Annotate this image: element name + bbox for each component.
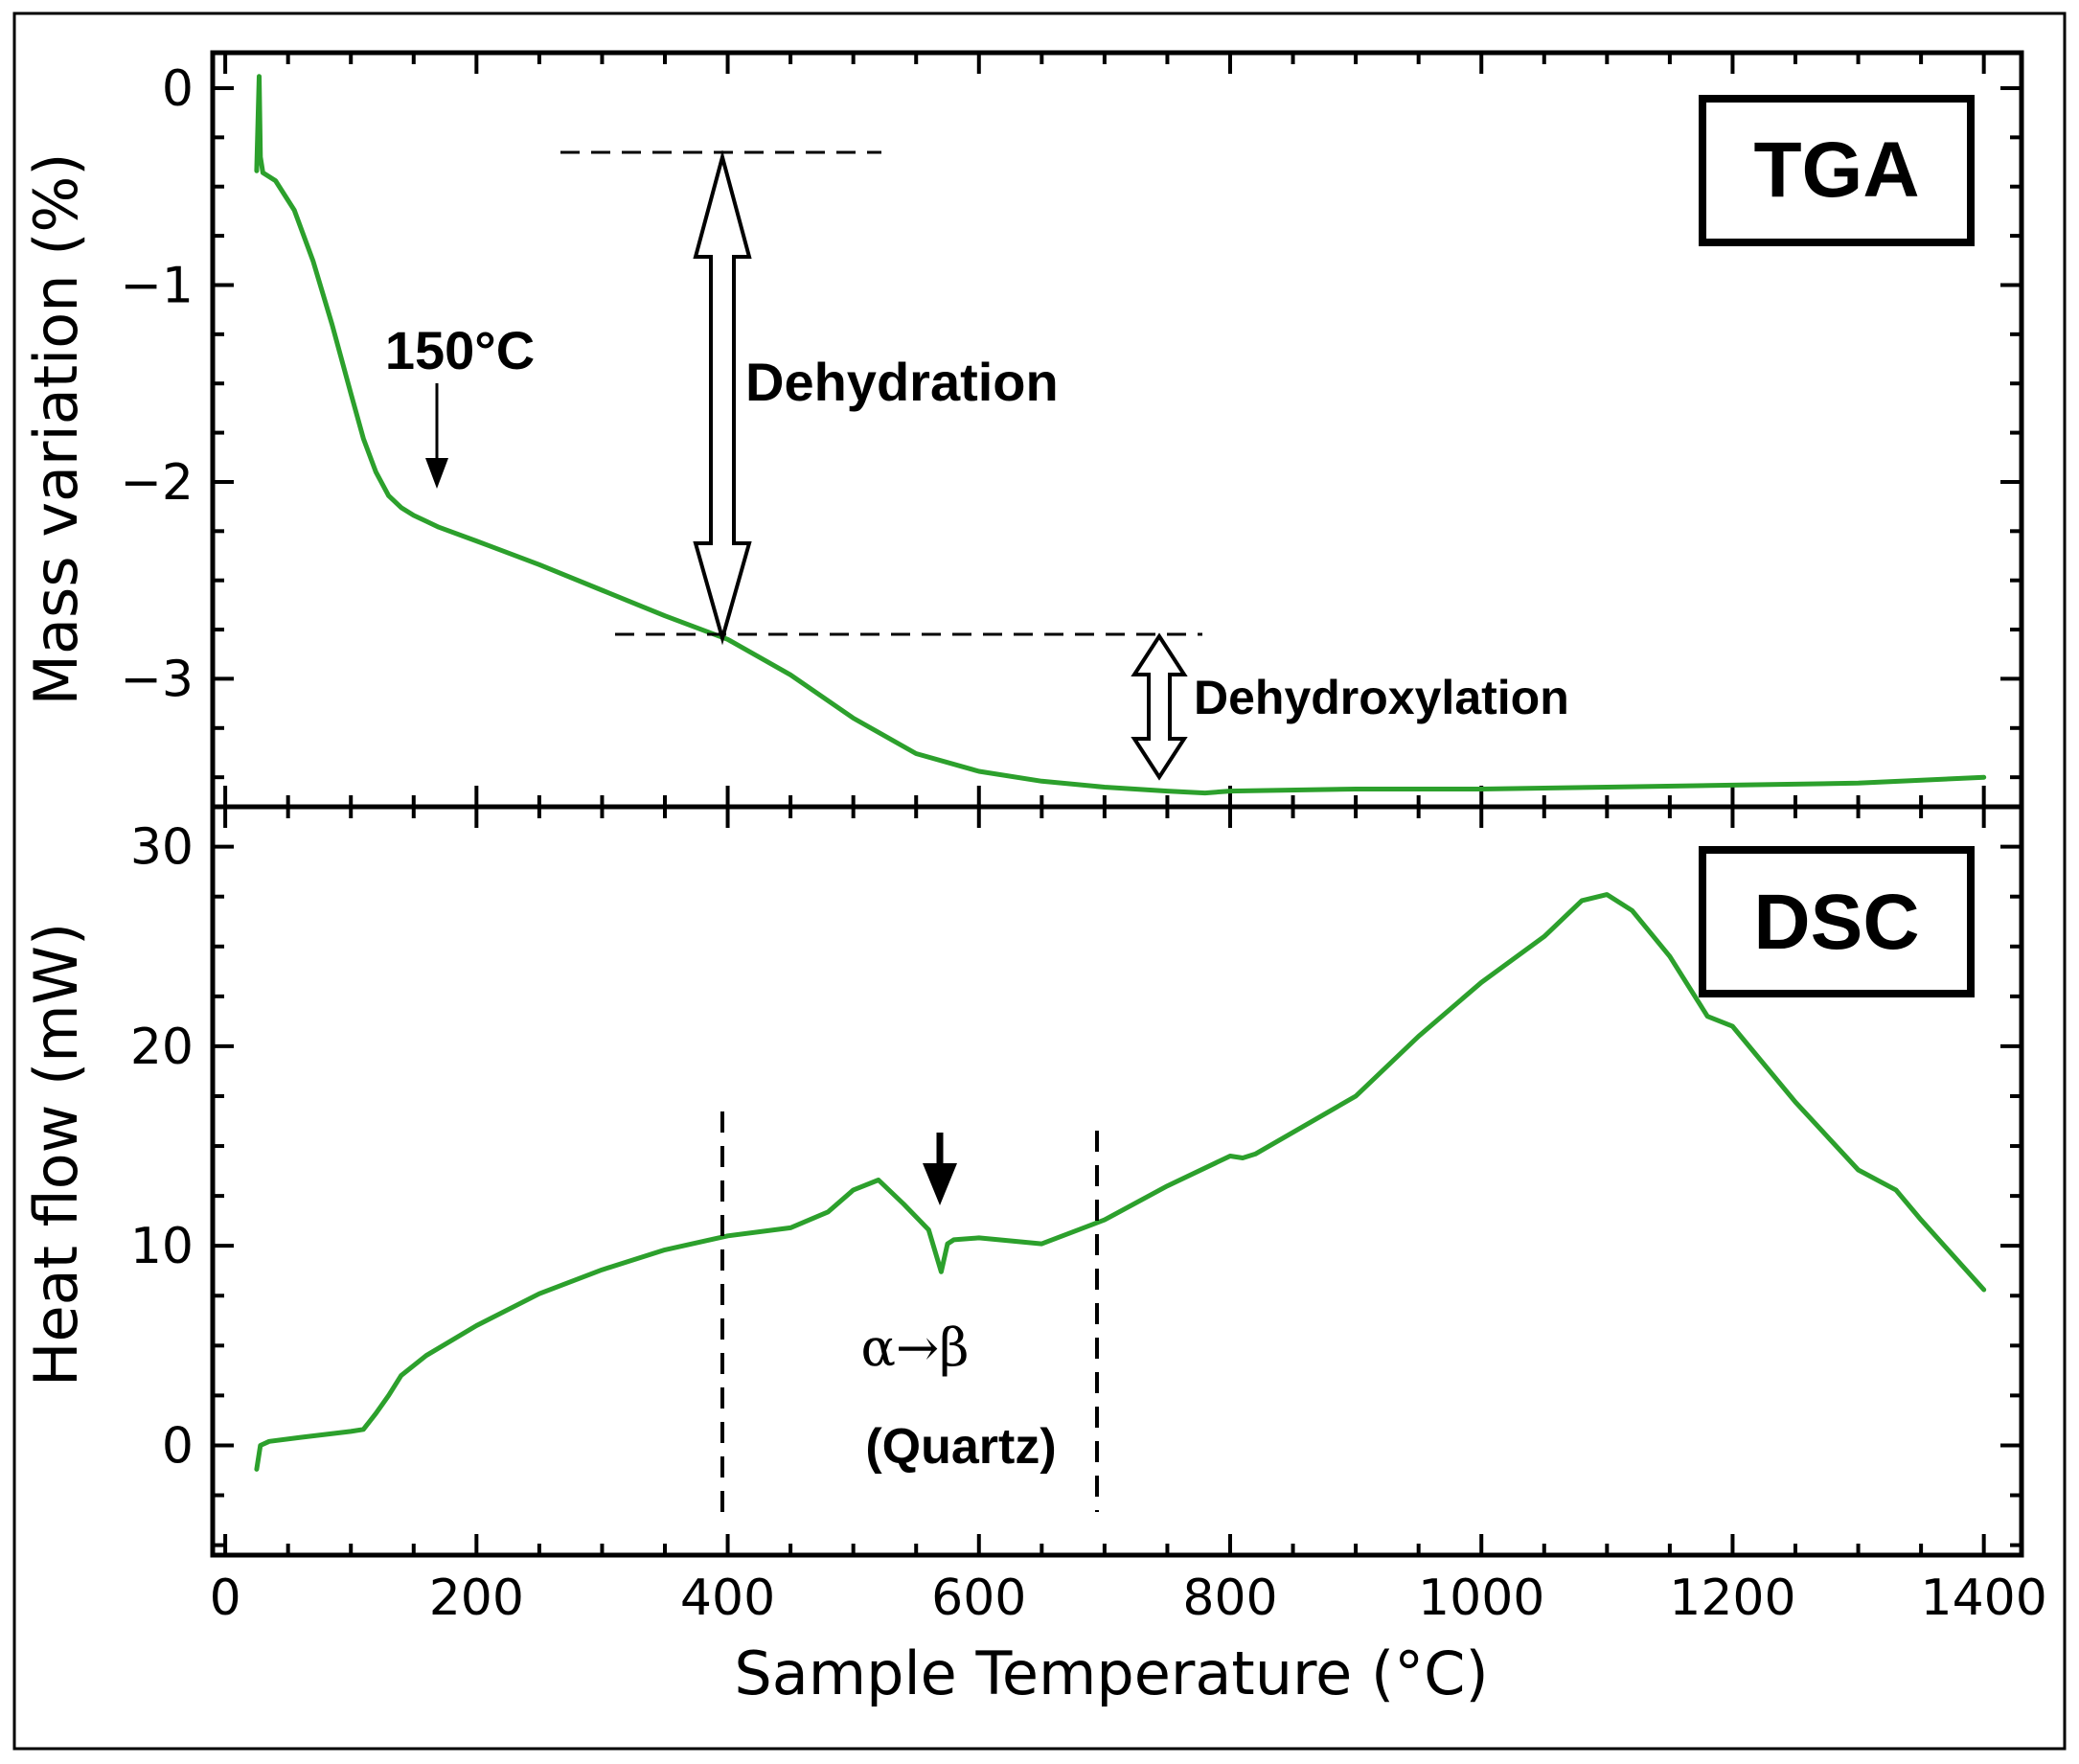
tga-y-tick-label: −1 xyxy=(120,257,194,314)
dehydroxylation-double-arrow xyxy=(1131,632,1188,781)
dehydration-label: Dehydration xyxy=(745,352,1059,412)
dsc-label: DSC xyxy=(1753,879,1919,966)
tga-y-axis-title: Mass variation (%) xyxy=(21,153,91,706)
tga-series-line xyxy=(254,74,1987,796)
annotation-150c: 150°C xyxy=(385,320,535,380)
dehydroxylation-label: Dehydroxylation xyxy=(1194,671,1569,724)
dsc-label-box xyxy=(1699,846,1975,997)
dsc-plot-frame xyxy=(210,804,2024,1558)
x-tick-label: 400 xyxy=(680,1569,775,1627)
x-tick-label: 200 xyxy=(429,1569,524,1627)
quartz-label: (Quartz) xyxy=(865,1419,1056,1475)
tga-label-box xyxy=(1699,95,1975,246)
dsc-y-tick-label: 30 xyxy=(130,819,194,877)
x-tick-label: 600 xyxy=(931,1569,1026,1627)
x-tick-label: 1000 xyxy=(1418,1569,1544,1627)
dsc-y-tick-label: 0 xyxy=(162,1417,194,1475)
tga-annotations: TGA 150°C Dehydration Dehydroxylation xyxy=(385,95,1975,781)
dsc-y-axis-title: Heat flow (mW) xyxy=(21,923,91,1386)
label-layer: 0 200 400 600 800 1000 1200 1400 0 −1 −2… xyxy=(21,60,2047,1708)
dehydration-double-arrow xyxy=(693,149,752,646)
tga-y-tick-label: −3 xyxy=(120,651,194,708)
x-tick-label: 800 xyxy=(1182,1569,1277,1627)
tga-label: TGA xyxy=(1753,126,1919,214)
quartz-arrow-head xyxy=(923,1163,957,1205)
dsc-annotations: DSC α→β (Quartz) xyxy=(720,846,1975,1512)
dsc-y-tick-label: 20 xyxy=(130,1019,194,1076)
tick-layer xyxy=(213,53,2022,1555)
arrow-150c-head xyxy=(425,458,448,489)
dsc-y-tick-label: 10 xyxy=(130,1218,194,1275)
x-axis-title: Sample Temperature (°C) xyxy=(734,1638,1488,1708)
x-tick-label: 0 xyxy=(210,1569,241,1627)
figure-border xyxy=(12,11,2067,1751)
x-tick-label: 1200 xyxy=(1669,1569,1795,1627)
dsc-series-line xyxy=(254,892,1987,1472)
x-tick-label: 1400 xyxy=(1920,1569,2046,1627)
tga-y-tick-label: −2 xyxy=(120,454,194,512)
transition-label: α→β xyxy=(861,1317,970,1378)
tga-y-tick-label: 0 xyxy=(162,60,194,118)
